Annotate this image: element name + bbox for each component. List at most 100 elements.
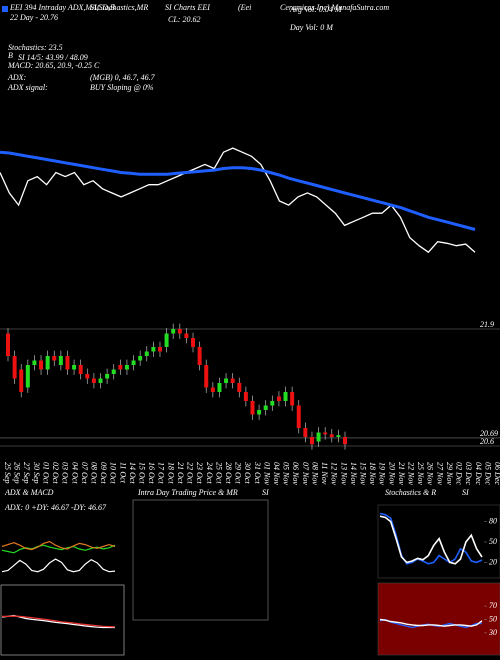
candle-body: [191, 338, 196, 347]
candle-body: [224, 378, 229, 383]
header-text: SI 14/5: 43.99 / 48.09: [18, 53, 88, 62]
header-text: SI,Stochastics,MR: [90, 3, 148, 12]
candle-body: [217, 383, 222, 392]
candle-body: [329, 434, 334, 437]
header-text: Stochastics: 23.5: [8, 43, 63, 52]
candle-body: [343, 437, 347, 445]
y-tick-label: 70: [489, 601, 497, 610]
x-tick-label: 16 Oct: [147, 462, 156, 484]
x-tick-label: 02 Oct: [51, 462, 60, 484]
panel-frame: [0, 584, 125, 656]
candle-body: [45, 356, 50, 370]
x-tick-label: 26 Sep: [13, 462, 22, 484]
x-tick-label: 08 Oct: [89, 462, 98, 484]
x-tick-label: 04 Oct: [70, 462, 79, 484]
x-tick-label: 07 Nov: [301, 462, 310, 485]
x-tick-label: 18 Oct: [166, 462, 175, 484]
candle-body: [177, 329, 182, 334]
x-tick-label: 31 Oct: [253, 461, 262, 484]
series-line: [0, 150, 476, 231]
candle-body: [91, 378, 96, 383]
x-tick-label: 01 Oct: [41, 462, 50, 484]
candle-body: [105, 374, 110, 379]
y-tick-label: 50: [489, 615, 497, 624]
x-tick-label: 22 Oct: [186, 462, 195, 484]
x-tick-label: 15 Nov: [358, 462, 367, 485]
x-tick-label: 19 Nov: [378, 462, 387, 485]
header-text: Avg Vol: 0.04 M: [289, 5, 343, 14]
candle-body: [171, 329, 176, 334]
y-tick-label: 20.6: [480, 437, 494, 446]
candle-body: [204, 365, 209, 388]
x-tick-label: 06 Dec: [493, 462, 500, 485]
candle-body: [39, 360, 44, 370]
candle-body: [52, 356, 57, 361]
candle-body: [118, 365, 123, 370]
panel-title: SI: [462, 488, 469, 497]
x-tick-label: 10 Oct: [109, 462, 118, 484]
x-tick-label: 18 Nov: [368, 462, 377, 485]
x-tick-label: 11 Oct: [118, 462, 127, 484]
candle-body: [250, 401, 255, 415]
y-tick-label: 20.69: [480, 429, 498, 438]
x-tick-label: 03 Oct: [61, 462, 70, 484]
header-text: Ceramicas Inc) MunafaSutra.com: [280, 3, 389, 12]
x-tick-label: 20 Nov: [387, 462, 396, 485]
header-text: 22 Day - 20.76: [10, 13, 58, 22]
candle-body: [151, 347, 156, 352]
series-line: [2, 615, 116, 628]
panel-title: SI: [262, 488, 269, 497]
series-line: [0, 147, 476, 254]
x-tick-label: 25 Nov: [416, 462, 425, 485]
header-text: CL: 20.62: [168, 15, 200, 24]
candle-body: [230, 378, 235, 383]
candle-body: [12, 356, 17, 379]
panel-title: Stochastics & R: [385, 488, 436, 497]
x-tick-label: 24 Oct: [205, 462, 214, 484]
candle-body: [336, 435, 341, 437]
series-line: [1, 544, 116, 554]
candle-body: [270, 401, 275, 406]
panel-title: Intra Day Trading Price & MR: [137, 488, 238, 497]
candle-body: [138, 356, 143, 361]
y-tick-label: 21.9: [480, 320, 494, 329]
x-tick-label: 04 Dec: [474, 462, 483, 485]
candle-body: [72, 365, 77, 370]
candle-body: [144, 351, 149, 356]
candle-body: [19, 369, 24, 392]
candle-body: [184, 333, 189, 338]
panel-frame: [377, 582, 500, 656]
x-tick-label: 21 Nov: [397, 462, 406, 485]
candle-body: [78, 365, 83, 374]
candle-body: [164, 333, 169, 347]
header-text: MACD: 20.65, 20.9, -0.25 C: [7, 61, 100, 70]
x-tick-label: 08 Nov: [310, 462, 319, 485]
header-text: BUY Sloping @ 0%: [90, 83, 154, 92]
x-tick-label: 14 Oct: [128, 462, 137, 484]
x-tick-label: 05 Dec: [483, 462, 492, 485]
candle-body: [98, 378, 103, 383]
series-line: [1, 558, 116, 573]
header-text: (Eei: [238, 3, 251, 12]
candle-body: [32, 360, 37, 365]
x-tick-label: 22 Nov: [407, 462, 416, 485]
y-tick-label: 80: [489, 517, 497, 526]
header-text: ADX signal:: [7, 83, 48, 92]
logo-box: [2, 6, 8, 12]
x-tick-label: 02 Dec: [455, 462, 464, 485]
candle-body: [111, 369, 116, 374]
series-line: [379, 618, 483, 627]
panel-frame: [132, 499, 269, 621]
candle-body: [157, 347, 162, 352]
x-tick-label: 26 Nov: [426, 462, 435, 485]
header-text: Day Vol: 0 M: [289, 23, 334, 32]
x-tick-label: 14 Nov: [349, 462, 358, 485]
header-text: ADX:: [7, 73, 27, 82]
candle-body: [243, 392, 248, 401]
candle-body: [290, 392, 295, 406]
candle-body: [6, 333, 10, 356]
panel-title: ADX & MACD: [4, 488, 54, 497]
x-tick-label: 03 Dec: [464, 462, 473, 485]
